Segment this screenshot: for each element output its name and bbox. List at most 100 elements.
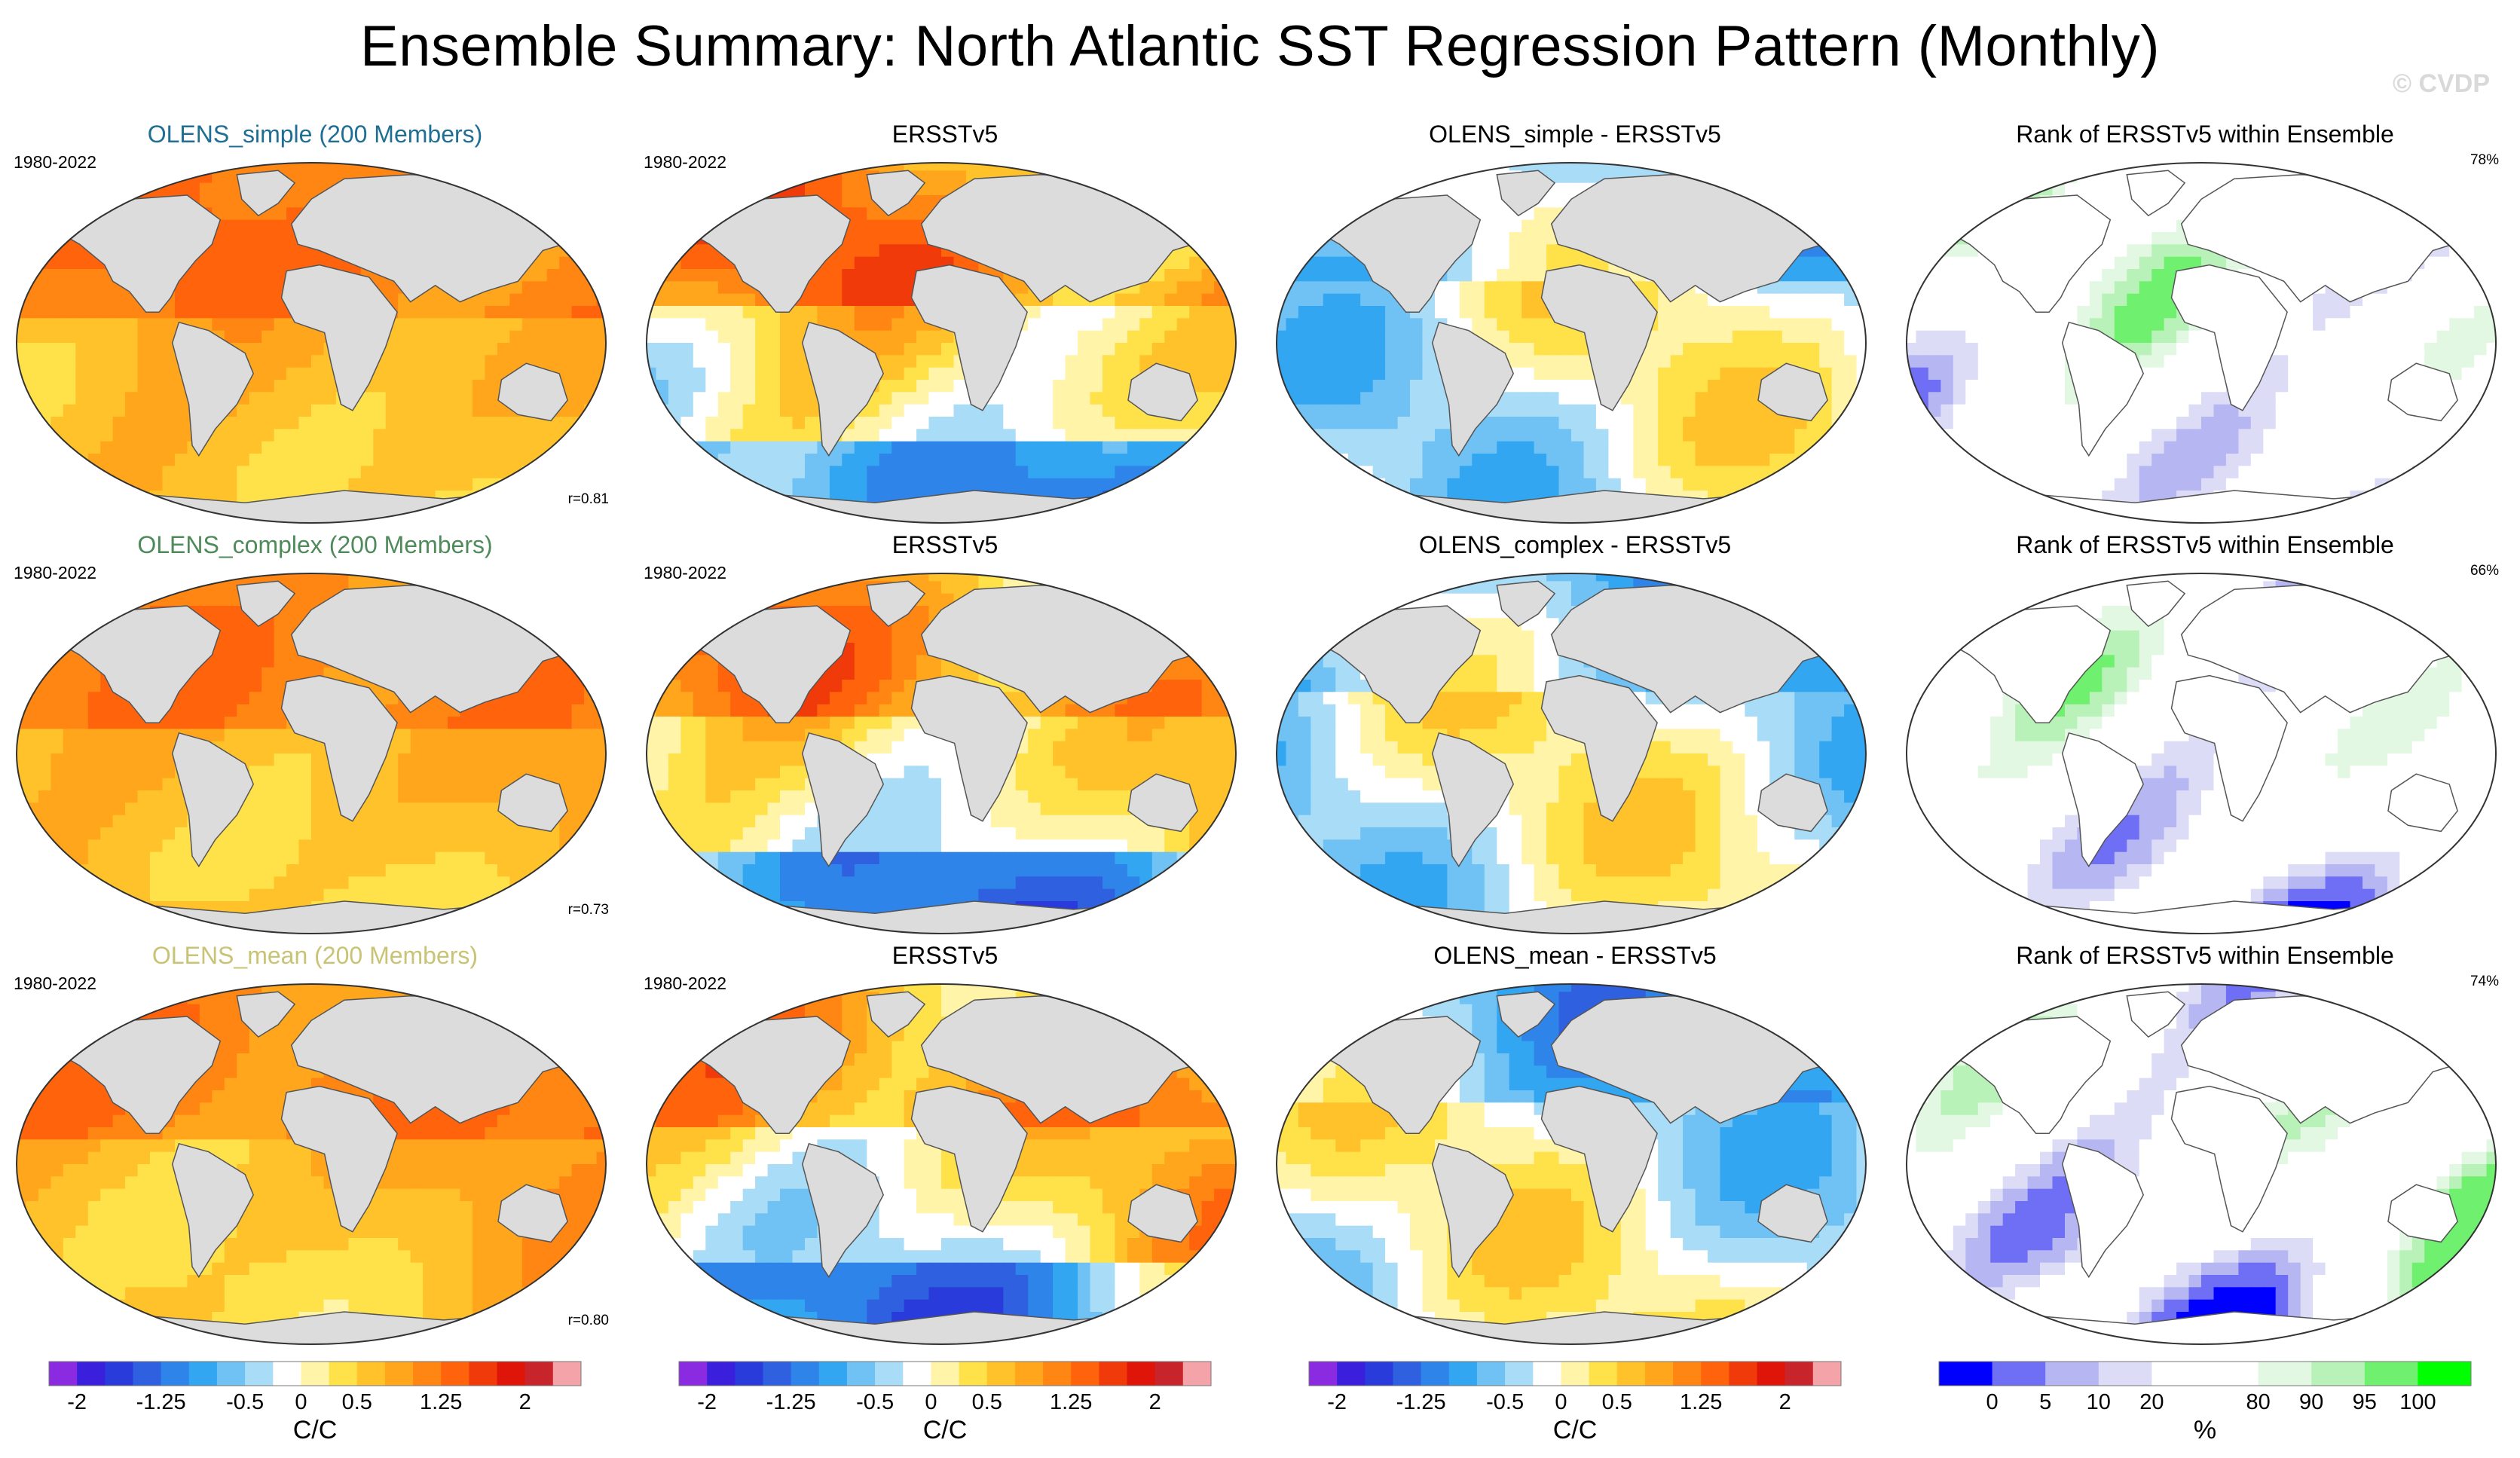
field-cell [497, 306, 510, 319]
field-cell [1521, 256, 1535, 270]
field-cell [1844, 380, 1858, 393]
field-cell [497, 163, 510, 171]
field-cell [1397, 429, 1411, 442]
field-cell [584, 182, 598, 196]
field-cell [1977, 163, 1991, 171]
field-cell [1347, 380, 1361, 393]
field-cell [2449, 256, 2463, 270]
field-cell [1558, 380, 1572, 393]
field-cell [1472, 441, 1485, 454]
field-cell [1558, 466, 1572, 479]
field-cell [237, 478, 250, 491]
field-cell [1286, 293, 1299, 307]
field-cell [1484, 330, 1497, 344]
field-cell [1115, 392, 1128, 405]
field-cell [1769, 293, 1783, 307]
field-cell [534, 195, 548, 208]
field-cell [298, 429, 312, 442]
field-cell [423, 380, 436, 393]
field-cell [705, 466, 719, 479]
field-cell [680, 515, 694, 523]
field-cell [767, 163, 781, 171]
field-cell [1521, 244, 1535, 258]
field-cell [137, 417, 151, 429]
field-cell [2474, 219, 2488, 233]
field-cell [559, 404, 573, 417]
field-cell [497, 318, 510, 332]
field-cell [348, 466, 362, 479]
field-cell [2387, 170, 2400, 184]
field-cell [1422, 367, 1436, 381]
field-cell [2325, 306, 2338, 319]
field-cell [249, 454, 262, 466]
field-cell [647, 244, 657, 258]
field-cell [668, 441, 681, 454]
field-cell [1806, 170, 1820, 184]
field-cell [485, 491, 498, 503]
field-cell [2449, 219, 2463, 233]
field-cell [656, 454, 669, 466]
field-cell [1546, 256, 1560, 270]
field-cell [385, 417, 399, 429]
field-cell [63, 417, 76, 429]
field-cell [792, 429, 806, 442]
field-cell [1856, 163, 1866, 171]
field-cell [38, 219, 51, 233]
field-cell [1806, 478, 1820, 491]
field-cell [559, 182, 573, 196]
field-cell [360, 392, 374, 405]
field-cell [1335, 281, 1349, 295]
field-cell [521, 441, 535, 454]
field-cell [2399, 281, 2413, 295]
field-cell [1189, 343, 1203, 356]
field-cell [472, 343, 486, 356]
field-cell [125, 367, 139, 381]
field-cell [1397, 355, 1411, 368]
field-cell [311, 163, 325, 171]
continent-outline [1431, 321, 1515, 457]
field-cell [596, 219, 606, 233]
field-cell [2486, 232, 2496, 245]
field-cell [742, 293, 756, 307]
field-cell [150, 318, 164, 332]
field-cell [1214, 330, 1228, 344]
field-cell [867, 232, 880, 245]
field-cell [1040, 330, 1054, 344]
field-cell [1164, 293, 1178, 307]
field-cell [1102, 515, 1116, 523]
field-cell [559, 343, 573, 356]
field-cell [460, 515, 473, 523]
field-cell [1422, 441, 1436, 454]
field-cell [2436, 163, 2450, 171]
field-cell [1484, 281, 1497, 295]
field-cell [112, 515, 126, 523]
field-cell [1521, 392, 1535, 405]
field-cell [1534, 466, 1547, 479]
field-cell [571, 269, 585, 282]
field-cell [1151, 417, 1165, 429]
field-cell [1844, 207, 1858, 221]
field-cell [410, 330, 424, 344]
field-cell [509, 195, 523, 208]
continent-outline [659, 490, 1223, 523]
field-cell [521, 170, 535, 184]
field-cell [1277, 195, 1287, 208]
field-cell [1102, 306, 1116, 319]
field-cell [398, 343, 411, 356]
field-cell [162, 515, 176, 523]
field-cell [38, 429, 51, 442]
field-cell [1583, 380, 1597, 393]
field-cell [867, 281, 880, 295]
field-cell [1732, 429, 1746, 442]
field-cell [1977, 170, 1991, 184]
field-cell [1028, 429, 1041, 442]
field-cell [742, 318, 756, 332]
field-cell [805, 478, 818, 491]
field-cell [2114, 232, 2127, 245]
field-cell [1385, 392, 1399, 405]
field-cell [1226, 219, 1236, 233]
field-cell [1176, 355, 1190, 368]
field-cell [1794, 429, 1808, 442]
field-cell [1546, 367, 1560, 381]
field-cell [298, 392, 312, 405]
